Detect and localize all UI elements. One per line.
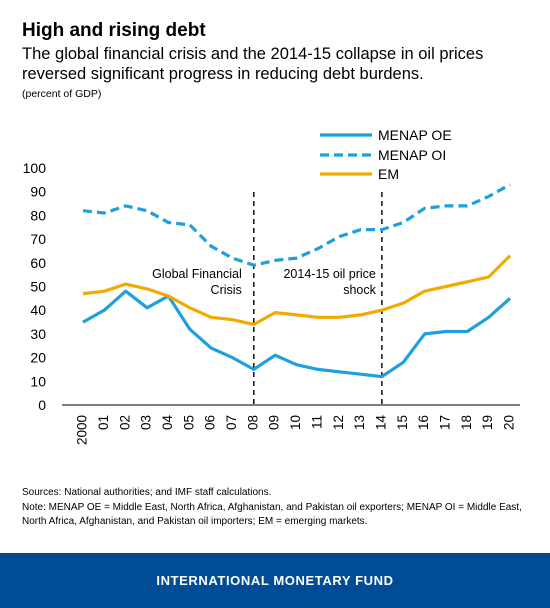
x-tick-label: 03 [139, 415, 154, 430]
chart-footer: Sources: National authorities; and IMF s… [22, 486, 532, 530]
x-tick-label: 05 [181, 415, 196, 430]
x-tick-label: 09 [267, 415, 282, 430]
y-tick-label: 40 [30, 302, 46, 318]
annotation-label: shock [343, 283, 376, 297]
unit-label: (percent of GDP) [22, 88, 102, 100]
x-tick-label: 14 [373, 415, 388, 431]
chart-subtitle: The global financial crisis and the 2014… [22, 45, 484, 83]
y-tick-label: 80 [30, 207, 46, 223]
annotation-label: Global Financial [152, 267, 242, 281]
line-chart: 0 10 20 30 40 50 60 70 80 90 100 2000 01 02 03 04 05 06 07… [23, 127, 520, 445]
x-tick-label: 16 [416, 415, 431, 430]
y-tick-label: 20 [30, 350, 46, 366]
x-tick-label: 17 [438, 415, 453, 430]
y-tick-label: 60 [30, 255, 46, 271]
series-line-em [82, 254, 512, 326]
x-tick-label: 07 [224, 415, 239, 430]
x-tick-label: 04 [160, 415, 175, 431]
annotation-label: 2014-15 oil price [283, 267, 375, 281]
x-tick-label: 12 [331, 415, 346, 430]
sources-note: Sources: National authorities; and IMF s… [22, 487, 272, 498]
x-tick-label: 20 [502, 415, 517, 430]
y-tick-label: 0 [38, 397, 46, 413]
abbreviations-note: Note: MENAP OE = Middle East, North Afri… [22, 501, 522, 528]
organization-name: INTERNATIONAL MONETARY FUND [156, 573, 394, 588]
x-tick-label: 15 [395, 415, 410, 430]
x-tick-label: 18 [459, 415, 474, 430]
x-tick-label: 08 [245, 415, 260, 430]
page-title: High and rising debt [22, 20, 206, 41]
y-tick-label: 100 [23, 160, 47, 176]
legend-label: EM [378, 166, 399, 182]
x-tick-label: 06 [203, 415, 218, 430]
y-tick-label: 70 [30, 231, 46, 247]
x-tick-label: 19 [480, 415, 495, 430]
x-tick-label: 2000 [75, 415, 90, 445]
series-line-menap-oe [82, 289, 512, 379]
annotation-label: Crisis [211, 283, 242, 297]
x-tick-label: 13 [352, 415, 367, 430]
y-tick-label: 50 [30, 279, 46, 295]
x-tick-label: 10 [288, 415, 303, 430]
y-tick-label: 90 [30, 184, 46, 200]
x-tick-label: 11 [309, 415, 324, 429]
x-tick-label: 01 [96, 415, 111, 430]
y-tick-label: 10 [30, 373, 46, 389]
series-line-menap-oi [82, 183, 511, 267]
legend-label: MENAP OE [378, 127, 452, 143]
y-tick-label: 30 [30, 326, 46, 342]
x-tick-label: 02 [117, 415, 132, 430]
legend-label: MENAP OI [378, 147, 446, 163]
footer-banner: INTERNATIONAL MONETARY FUND [0, 553, 550, 608]
